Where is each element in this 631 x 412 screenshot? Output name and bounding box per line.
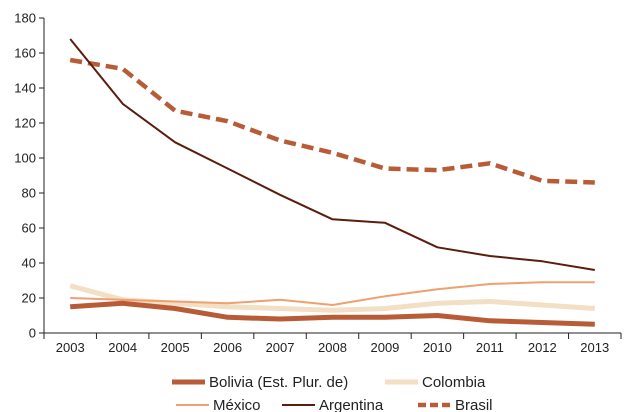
legend: Bolivia (Est. Plur. de) Colombia México Arg…: [172, 374, 493, 412]
series-lines: [69, 38, 595, 327]
legend-label: Brasil: [455, 397, 493, 412]
legend-label: México: [213, 397, 261, 412]
axes: 0 20 40 60 80 100 120 140 160 180 2003 2004 2005 2006…: [14, 11, 622, 355]
series-line-m-xico: [70, 281, 595, 306]
y-tick-label: 160: [14, 46, 36, 61]
x-tick-label: 2010: [423, 340, 452, 355]
y-tick-label: 0: [29, 326, 36, 341]
x-tick-label: 2013: [580, 340, 609, 355]
y-tick-label: 120: [14, 116, 36, 131]
x-tick-label: 2006: [213, 340, 242, 355]
series-line-bolivia-est-plur-de: [70, 300, 595, 327]
series-line-brasil: [69, 57, 595, 185]
y-tick-label: 180: [14, 11, 36, 26]
series-line-colombia: [69, 283, 595, 313]
x-tick-label: 2009: [370, 340, 399, 355]
x-tick-label: 2003: [56, 340, 85, 355]
y-tick-label: 20: [22, 291, 36, 306]
x-tick-label: 2004: [108, 340, 137, 355]
y-tick-label: 80: [22, 186, 36, 201]
x-tick-label: 2012: [528, 340, 557, 355]
x-tick-label: 2007: [266, 340, 295, 355]
y-tick-label: 100: [14, 151, 36, 166]
x-tick-label: 2008: [318, 340, 347, 355]
y-tick-label: 140: [14, 81, 36, 96]
y-tick-label: 60: [22, 221, 36, 236]
legend-label: Bolivia (Est. Plur. de): [209, 374, 348, 391]
series-line-argentina: [69, 38, 595, 271]
legend-label: Colombia: [422, 374, 486, 391]
legend-label: Argentina: [319, 397, 384, 412]
x-tick-label: 2005: [161, 340, 190, 355]
x-tick-label: 2011: [476, 340, 504, 355]
y-tick-label: 40: [22, 256, 36, 271]
